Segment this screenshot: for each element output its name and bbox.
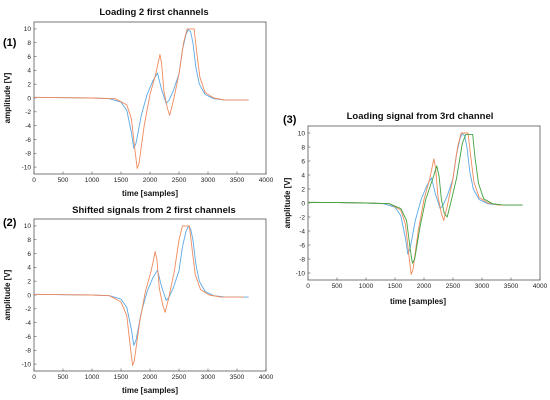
y-tick-label: -2 [25,109,31,116]
x-tick-label: 2000 [143,374,158,381]
x-axis-label: time [samples] [122,189,178,198]
panel-label: (3) [283,114,297,126]
y-tick-label: 6 [301,158,305,165]
x-tick-label: 2500 [172,177,187,184]
series-line-2 [307,132,523,275]
x-tick-label: 4000 [259,177,274,184]
x-tick-label: 3500 [230,374,245,381]
x-tick-label: 3000 [475,283,490,290]
y-tick-label: 10 [24,223,32,230]
panel-label: (1) [3,37,17,49]
chart-title: Loading 2 first channels [99,7,208,18]
x-tick-label: 2500 [446,283,461,290]
y-tick-label: 8 [27,237,31,244]
panel-label: (2) [3,217,17,229]
x-tick-label: 1000 [85,374,100,381]
x-tick-label: 4000 [533,283,548,290]
y-tick-label: 4 [27,68,31,75]
y-tick-label: -8 [25,151,31,158]
y-axis-label: amplitude [V] [3,72,12,123]
y-tick-label: 8 [27,40,31,47]
x-tick-label: 3000 [201,177,216,184]
y-axis-label: amplitude [V] [283,177,292,228]
y-axis-ticks: -10 -8 -6 -4 -2 0 2 4 6 8 10 [296,130,311,277]
y-axis-label: amplitude [V] [3,269,12,320]
y-tick-label: -4 [25,320,31,327]
x-axis-label: time [samples] [390,297,446,306]
y-tick-label: 4 [27,265,31,272]
x-tick-label: 3500 [230,177,245,184]
chart-panel-3: (3) Loading signal from 3rd channel 0 500… [283,111,548,306]
x-axis-ticks: 0 500 1000 1500 2000 2500 3000 3500 4000 [32,171,274,184]
x-tick-label: 0 [306,283,310,290]
y-tick-label: 2 [27,278,31,285]
series-line-1 [33,29,249,149]
x-tick-label: 0 [32,177,36,184]
x-tick-label: 500 [58,177,69,184]
x-tick-label: 0 [32,374,36,381]
y-tick-label: 6 [27,54,31,61]
y-tick-label: -6 [25,334,31,341]
y-tick-label: 10 [24,26,32,33]
x-axis-ticks: 0 500 1000 1500 2000 2500 3000 3500 4000 [32,368,274,381]
y-tick-label: -10 [22,361,32,368]
series-line-1 [307,133,523,255]
x-tick-label: 3500 [504,283,519,290]
series-line-3 [307,133,523,264]
x-tick-label: 3000 [201,374,216,381]
x-tick-label: 500 [58,374,69,381]
y-tick-label: 2 [27,81,31,88]
data-lines [33,225,249,366]
series-line-1 [33,226,249,346]
x-tick-label: 1500 [114,374,129,381]
y-axis-ticks: -10 -8 -6 -4 -2 0 2 4 6 8 10 [22,223,37,368]
series-line-2 [33,225,244,366]
y-tick-label: 4 [301,172,305,179]
series-line-2 [33,28,249,169]
x-tick-label: 4000 [259,374,274,381]
x-tick-label: 1000 [85,177,100,184]
y-tick-label: -8 [299,256,305,263]
y-tick-label: -6 [299,242,305,249]
y-tick-label: 6 [27,251,31,258]
chart-title: Loading signal from 3rd channel [347,111,494,122]
y-tick-label: -4 [25,123,31,130]
y-tick-label: 0 [27,95,31,102]
y-tick-label: 10 [298,130,306,137]
y-tick-label: -10 [22,164,32,171]
y-tick-label: -8 [25,348,31,355]
y-tick-label: -2 [25,306,31,313]
x-tick-label: 2000 [143,177,158,184]
x-axis-label: time [samples] [122,386,178,395]
x-tick-label: 1000 [359,283,374,290]
chart-panel-2: (2) Shifted signals from 2 first channel… [3,205,274,395]
x-tick-label: 1500 [114,177,129,184]
x-tick-label: 500 [332,283,343,290]
x-tick-label: 1500 [388,283,403,290]
y-tick-label: -6 [25,137,31,144]
x-tick-label: 2000 [417,283,432,290]
y-tick-label: 0 [27,292,31,299]
chart-title: Shifted signals from 2 first channels [72,205,236,216]
y-tick-label: 2 [301,186,305,193]
y-tick-label: -10 [296,270,306,277]
data-lines [33,28,249,169]
x-axis-ticks: 0 500 1000 1500 2000 2500 3000 3500 4000 [306,277,548,290]
chart-panel-1: (1) Loading 2 first channels 0 500 1000 150… [3,7,274,198]
data-lines [307,132,523,275]
y-tick-label: -4 [299,228,305,235]
y-tick-label: -2 [299,214,305,221]
y-tick-label: 0 [301,200,305,207]
y-tick-label: 8 [301,144,305,151]
x-tick-label: 2500 [172,374,187,381]
y-axis-ticks: -10 -8 -6 -4 -2 0 2 4 6 8 10 [22,26,37,171]
